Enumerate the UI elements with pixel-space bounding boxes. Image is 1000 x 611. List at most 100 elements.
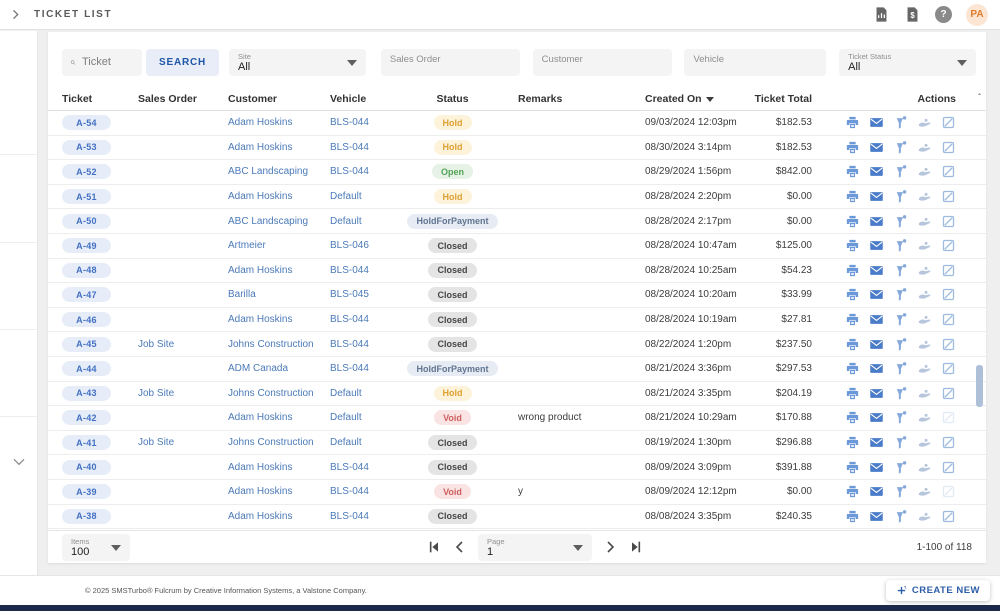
ticket-link[interactable]: A-46 [62, 312, 111, 328]
col-ticket[interactable]: Ticket [62, 93, 93, 105]
ticket-link[interactable]: A-40 [62, 459, 111, 475]
void-icon[interactable] [941, 361, 956, 376]
ticket-link[interactable]: A-54 [62, 115, 111, 131]
void-icon[interactable] [941, 337, 956, 352]
invoices-icon[interactable] [904, 6, 921, 23]
void-icon[interactable] [941, 164, 956, 179]
help-icon[interactable]: ? [935, 6, 952, 23]
email-icon[interactable] [869, 509, 884, 524]
ticket-link[interactable]: A-42 [62, 410, 111, 426]
print-icon[interactable] [845, 509, 860, 524]
customer-link[interactable]: Adam Hoskins [228, 141, 293, 153]
search-button[interactable]: SEARCH [146, 48, 220, 76]
ticket-link[interactable]: A-45 [62, 336, 111, 352]
ticket-link[interactable]: A-48 [62, 262, 111, 278]
print-icon[interactable] [845, 287, 860, 302]
ticket-link[interactable]: A-41 [62, 435, 111, 451]
col-customer[interactable]: Customer [228, 93, 278, 105]
weigh-icon[interactable] [893, 460, 908, 475]
payment-icon[interactable] [917, 460, 932, 475]
void-icon[interactable] [941, 312, 956, 327]
customer-link[interactable]: ADM Canada [228, 363, 289, 375]
table-scrollbar[interactable] [976, 90, 983, 528]
customer-link[interactable]: Adam Hoskins [228, 314, 293, 326]
print-icon[interactable] [845, 460, 860, 475]
print-icon[interactable] [845, 214, 860, 229]
email-icon[interactable] [869, 214, 884, 229]
payment-icon[interactable] [917, 287, 932, 302]
customer-link[interactable]: Johns Construction [228, 338, 314, 350]
customer-link[interactable]: Johns Construction [228, 437, 314, 449]
customer-link[interactable]: Adam Hoskins [228, 510, 293, 522]
ticket-link[interactable]: A-43 [62, 385, 111, 401]
payment-icon[interactable] [917, 435, 932, 450]
payment-icon[interactable] [917, 312, 932, 327]
payment-icon[interactable] [917, 386, 932, 401]
vehicle-link[interactable]: Default [330, 387, 362, 399]
payment-icon[interactable] [917, 410, 932, 425]
email-icon[interactable] [869, 238, 884, 253]
customer-link[interactable]: ABC Landscaping [228, 215, 309, 227]
vehicle-link[interactable]: Default [330, 437, 362, 449]
breadcrumb-chevron-icon[interactable] [9, 8, 22, 21]
ticket-link[interactable]: A-39 [62, 484, 111, 500]
email-icon[interactable] [869, 189, 884, 204]
print-icon[interactable] [845, 410, 860, 425]
weigh-icon[interactable] [893, 386, 908, 401]
weigh-icon[interactable] [893, 312, 908, 327]
customer-link[interactable]: Adam Hoskins [228, 461, 293, 473]
payment-icon[interactable] [917, 263, 932, 278]
vehicle-link[interactable]: BLS-044 [330, 264, 369, 276]
ticket-link[interactable]: A-53 [62, 139, 111, 155]
items-per-page-select[interactable]: Items 100 [62, 533, 130, 561]
rail-collapse-chevron-icon[interactable] [9, 455, 29, 469]
vehicle-link[interactable]: BLS-044 [330, 363, 369, 375]
vehicle-link[interactable]: Default [330, 215, 362, 227]
weigh-icon[interactable] [893, 189, 908, 204]
print-icon[interactable] [845, 484, 860, 499]
ticket-link[interactable]: A-47 [62, 287, 111, 303]
vehicle-link[interactable]: Default [330, 191, 362, 203]
email-icon[interactable] [869, 460, 884, 475]
void-icon[interactable] [941, 214, 956, 229]
print-icon[interactable] [845, 164, 860, 179]
customer-link[interactable]: Adam Hoskins [228, 117, 293, 129]
ticket-search-input[interactable] [82, 56, 134, 68]
void-icon[interactable] [941, 460, 956, 475]
weigh-icon[interactable] [893, 484, 908, 499]
email-icon[interactable] [869, 140, 884, 155]
payment-icon[interactable] [917, 509, 932, 524]
vehicle-link[interactable]: BLS-046 [330, 240, 369, 252]
print-icon[interactable] [845, 189, 860, 204]
payment-icon[interactable] [917, 337, 932, 352]
scrollbar-thumb[interactable] [976, 365, 983, 407]
weigh-icon[interactable] [893, 361, 908, 376]
payment-icon[interactable] [917, 140, 932, 155]
email-icon[interactable] [869, 287, 884, 302]
next-page-button[interactable] [602, 539, 618, 555]
user-avatar[interactable]: PA [966, 3, 988, 26]
vehicle-link[interactable]: BLS-044 [330, 461, 369, 473]
email-icon[interactable] [869, 337, 884, 352]
payment-icon[interactable] [917, 164, 932, 179]
print-icon[interactable] [845, 435, 860, 450]
ticket-link[interactable]: A-50 [62, 213, 111, 229]
vehicle-link[interactable]: Default [330, 412, 362, 424]
site-select[interactable]: Site All [229, 48, 366, 76]
vehicle-link[interactable]: BLS-044 [330, 510, 369, 522]
void-icon[interactable] [941, 263, 956, 278]
print-icon[interactable] [845, 337, 860, 352]
weigh-icon[interactable] [893, 238, 908, 253]
void-icon[interactable] [941, 115, 956, 130]
vehicle-link[interactable]: BLS-044 [330, 338, 369, 350]
weigh-icon[interactable] [893, 140, 908, 155]
sales-order-field[interactable]: Sales Order [380, 48, 520, 76]
payment-icon[interactable] [917, 115, 932, 130]
customer-link[interactable]: Artmeier [228, 240, 266, 252]
payment-icon[interactable] [917, 238, 932, 253]
weigh-icon[interactable] [893, 214, 908, 229]
prev-page-button[interactable] [452, 539, 468, 555]
payment-icon[interactable] [917, 484, 932, 499]
sales-order-cell[interactable]: Job Site [138, 338, 175, 350]
payment-icon[interactable] [917, 214, 932, 229]
